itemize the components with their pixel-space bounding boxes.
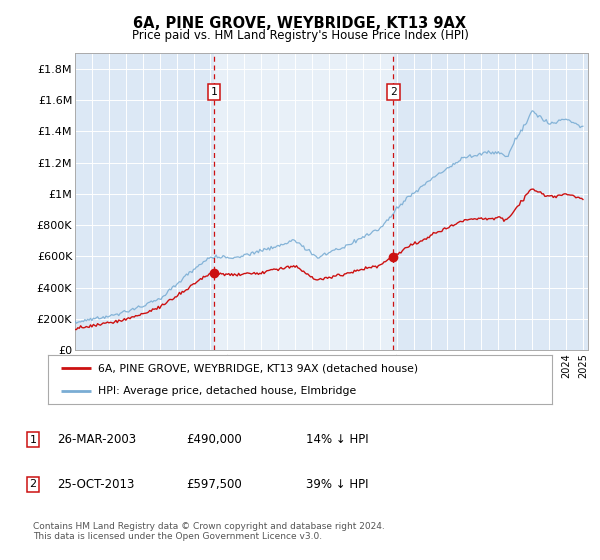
- Text: Price paid vs. HM Land Registry's House Price Index (HPI): Price paid vs. HM Land Registry's House …: [131, 29, 469, 42]
- Text: 14% ↓ HPI: 14% ↓ HPI: [306, 433, 368, 446]
- Text: HPI: Average price, detached house, Elmbridge: HPI: Average price, detached house, Elmb…: [98, 386, 356, 396]
- Text: 39% ↓ HPI: 39% ↓ HPI: [306, 478, 368, 491]
- Bar: [214, 53, 394, 350]
- Text: 6A, PINE GROVE, WEYBRIDGE, KT13 9AX: 6A, PINE GROVE, WEYBRIDGE, KT13 9AX: [133, 16, 467, 31]
- Text: 25-OCT-2013: 25-OCT-2013: [57, 478, 134, 491]
- Text: 2: 2: [29, 479, 37, 489]
- Text: Contains HM Land Registry data © Crown copyright and database right 2024.
This d: Contains HM Land Registry data © Crown c…: [33, 522, 385, 542]
- Text: 1: 1: [211, 87, 218, 97]
- Text: £490,000: £490,000: [186, 433, 242, 446]
- Text: 1: 1: [29, 435, 37, 445]
- Text: 26-MAR-2003: 26-MAR-2003: [57, 433, 136, 446]
- Text: 2: 2: [390, 87, 397, 97]
- Text: 6A, PINE GROVE, WEYBRIDGE, KT13 9AX (detached house): 6A, PINE GROVE, WEYBRIDGE, KT13 9AX (det…: [98, 363, 419, 374]
- Text: £597,500: £597,500: [186, 478, 242, 491]
